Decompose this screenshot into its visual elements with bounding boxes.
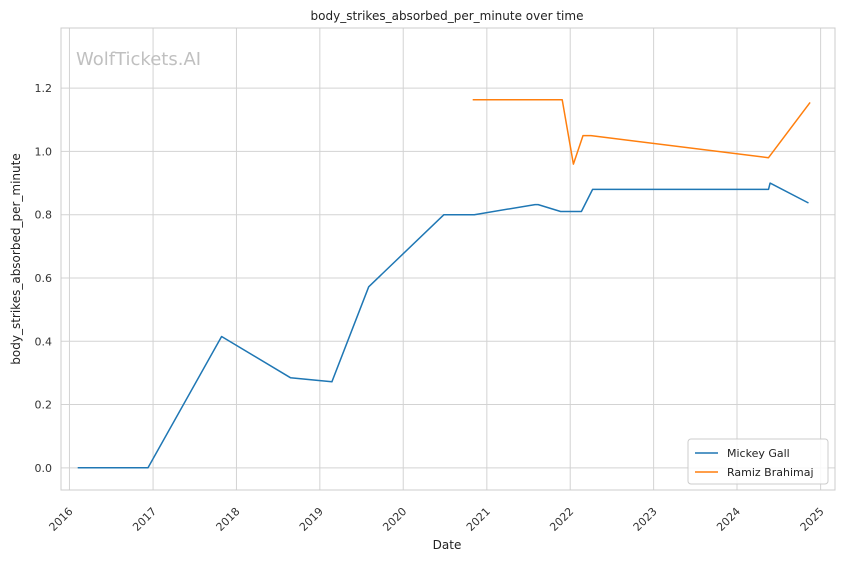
x-tick-labels: 2016 2017 2018 2019 2020 2021 2022 2023 2024 2025 xyxy=(47,505,827,534)
plot-series xyxy=(77,99,811,469)
y-tick-label: 0.6 xyxy=(35,272,53,285)
legend-label: Ramiz Brahimaj xyxy=(727,466,814,479)
plot-frame xyxy=(60,27,836,491)
gridlines xyxy=(61,28,835,490)
legend-box xyxy=(687,438,829,485)
legend-label: Mickey Gall xyxy=(727,447,790,460)
x-tick-label: 2018 xyxy=(214,505,243,534)
legend: Mickey Gall Ramiz Brahimaj xyxy=(687,438,829,485)
series-line-0 xyxy=(77,182,809,469)
x-tick-label: 2021 xyxy=(464,505,493,534)
y-tick-label: 0.2 xyxy=(35,399,53,412)
x-tick-label: 2019 xyxy=(297,505,326,534)
watermark: WolfTickets.AI xyxy=(76,49,201,70)
y-tick-labels: 0.0 0.2 0.4 0.6 0.8 1.0 1.2 xyxy=(35,82,53,475)
series-line-1 xyxy=(472,99,811,165)
y-tick-label: 0.8 xyxy=(35,209,53,222)
x-tick-label: 2023 xyxy=(631,505,660,534)
x-tick-label: 2020 xyxy=(380,505,409,534)
x-tick-label: 2025 xyxy=(798,505,827,534)
x-tick-label: 2017 xyxy=(130,505,159,534)
y-axis-title: body_strikes_absorbed_per_minute xyxy=(9,153,23,364)
x-tick-label: 2016 xyxy=(47,505,76,534)
y-tick-label: 0.0 xyxy=(35,462,53,475)
y-tick-label: 0.4 xyxy=(35,335,53,348)
x-tick-label: 2024 xyxy=(714,505,743,534)
x-tick-label: 2022 xyxy=(547,505,576,534)
x-axis-title: Date xyxy=(433,538,462,552)
y-tick-label: 1.0 xyxy=(35,145,53,158)
y-tick-label: 1.2 xyxy=(35,82,53,95)
chart-title: body_strikes_absorbed_per_minute over ti… xyxy=(311,9,584,23)
